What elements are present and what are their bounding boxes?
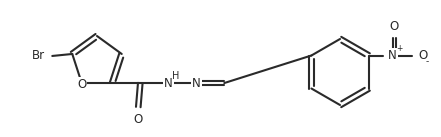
Text: N: N [164,77,173,90]
Text: N: N [388,49,397,62]
Text: O: O [77,78,86,91]
Text: O: O [134,113,143,126]
Text: +: + [396,44,403,53]
Text: H: H [172,71,179,81]
Text: O: O [419,49,428,62]
Text: -: - [426,57,429,66]
Text: O: O [389,19,399,32]
Text: N: N [192,77,201,90]
Text: Br: Br [32,49,45,62]
